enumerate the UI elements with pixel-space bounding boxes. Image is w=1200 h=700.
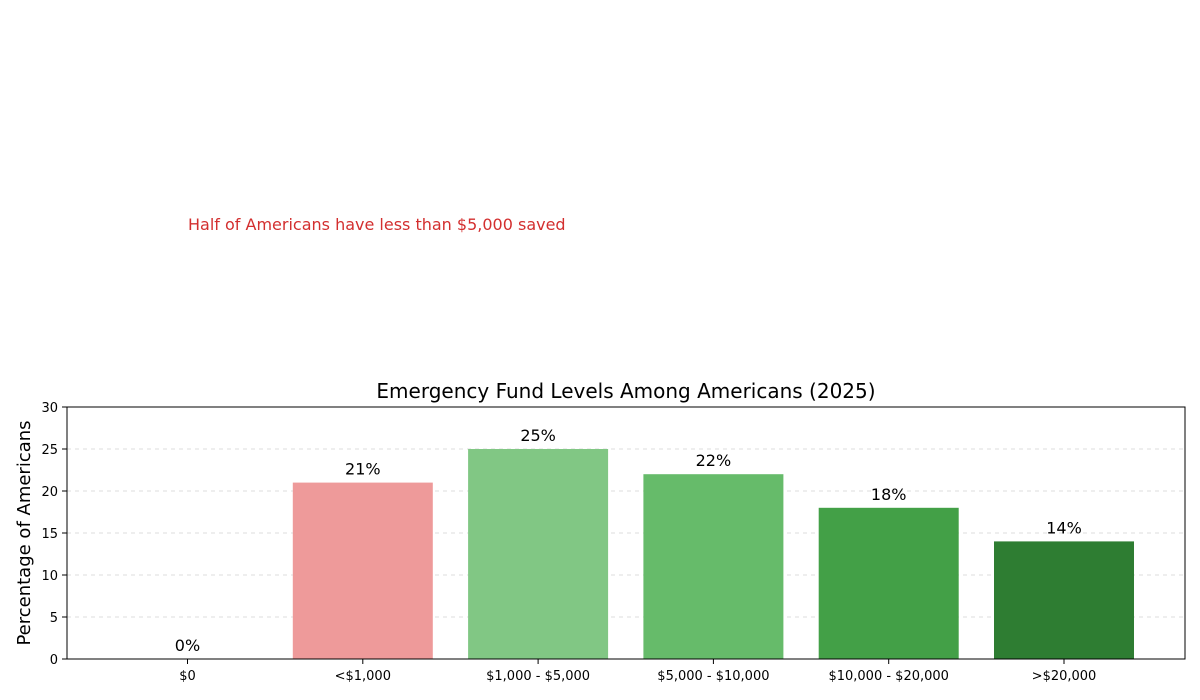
y-tick-label: 5: [50, 611, 58, 626]
x-tick-label: $0: [179, 669, 196, 684]
data-labels: 0% 21% 25% 22% 18% 14%: [175, 426, 1082, 655]
bar: [818, 507, 959, 659]
bar: [468, 449, 609, 659]
y-tick-label: 20: [41, 485, 58, 500]
x-tick-label: $1,000 - $5,000: [486, 669, 590, 684]
plot-frame: [66, 406, 1186, 660]
chart-title: Emergency Fund Levels Among Americans (2…: [376, 379, 875, 403]
bar: [994, 541, 1134, 659]
bar: [292, 482, 433, 659]
x-axis-ticks: $0 <$1,000 $1,000 - $5,000 $5,000 - $10,000…: [179, 659, 1096, 684]
y-tick-label: 15: [41, 527, 58, 542]
bar-value-label: 21%: [345, 460, 381, 479]
bar: [643, 474, 784, 659]
x-tick-label: $10,000 - $20,000: [828, 669, 948, 684]
bar-value-label: 22%: [696, 451, 732, 470]
y-tick-label: 10: [41, 569, 58, 584]
y-axis-label: Percentage of Americans: [14, 420, 35, 645]
chart-annotation: Half of Americans have less than $5,000 …: [188, 215, 566, 234]
bar-value-label: 14%: [1046, 518, 1082, 537]
y-tick-label: 25: [41, 443, 58, 458]
bar-value-label: 25%: [520, 426, 556, 445]
bar-value-label: 0%: [175, 636, 200, 655]
y-axis-ticks: 0 5 10 15 20 25 30: [41, 401, 67, 668]
y-tick-label: 30: [41, 401, 58, 416]
x-tick-label: <$1,000: [335, 669, 391, 684]
x-tick-label: $5,000 - $10,000: [657, 669, 769, 684]
x-tick-label: >$20,000: [1032, 669, 1097, 684]
bars: [292, 449, 1134, 659]
y-tick-label: 0: [50, 653, 58, 668]
bar-value-label: 18%: [871, 485, 907, 504]
